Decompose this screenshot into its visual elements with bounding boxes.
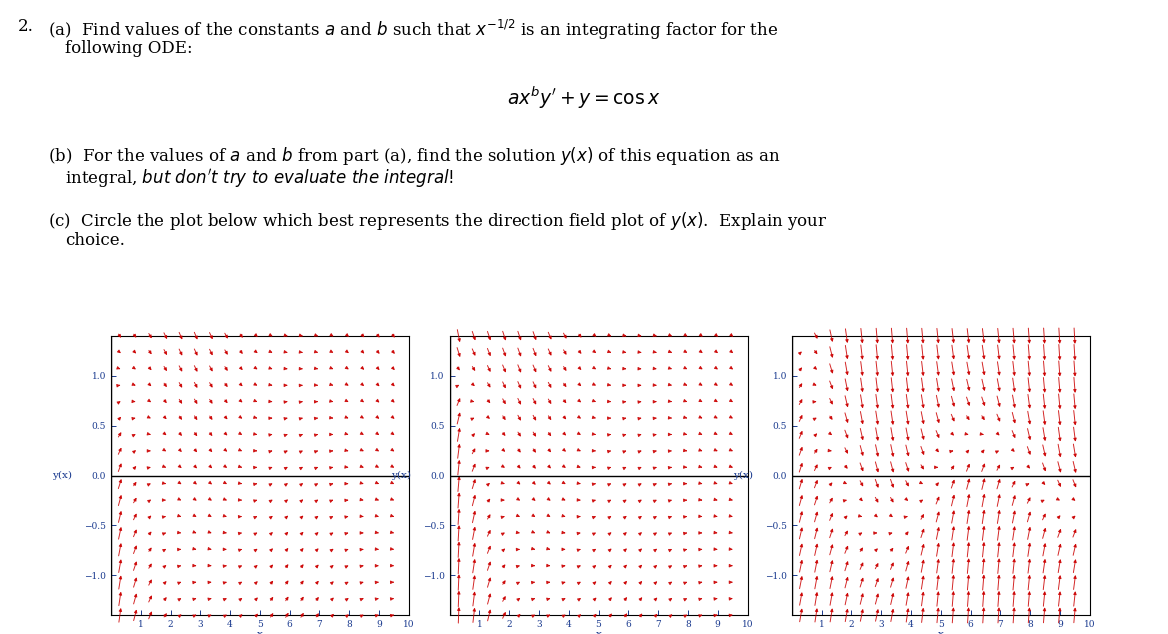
Y-axis label: y(x): y(x) — [732, 471, 753, 480]
X-axis label: x: x — [938, 630, 944, 634]
Text: 2.: 2. — [18, 18, 34, 35]
X-axis label: x: x — [596, 630, 602, 634]
Text: choice.: choice. — [65, 232, 125, 249]
Y-axis label: y(x): y(x) — [51, 471, 72, 480]
X-axis label: x: x — [257, 630, 263, 634]
Y-axis label: y(x): y(x) — [390, 471, 411, 480]
Text: $ax^b y' + y = \cos x$: $ax^b y' + y = \cos x$ — [507, 85, 661, 111]
Text: integral, $\mathit{but\ don't\ try\ to\ evaluate\ the\ integral!}$: integral, $\mathit{but\ don't\ try\ to\ … — [65, 167, 454, 190]
Text: (c)  Circle the plot below which best represents the direction field plot of $y(: (c) Circle the plot below which best rep… — [48, 210, 827, 232]
Text: (b)  For the values of $a$ and $b$ from part (a), find the solution $y(x)$ of th: (b) For the values of $a$ and $b$ from p… — [48, 145, 781, 167]
Text: following ODE:: following ODE: — [65, 40, 193, 57]
Text: (a)  Find values of the constants $a$ and $b$ such that $x^{-1/2}$ is an integra: (a) Find values of the constants $a$ and… — [48, 18, 778, 42]
